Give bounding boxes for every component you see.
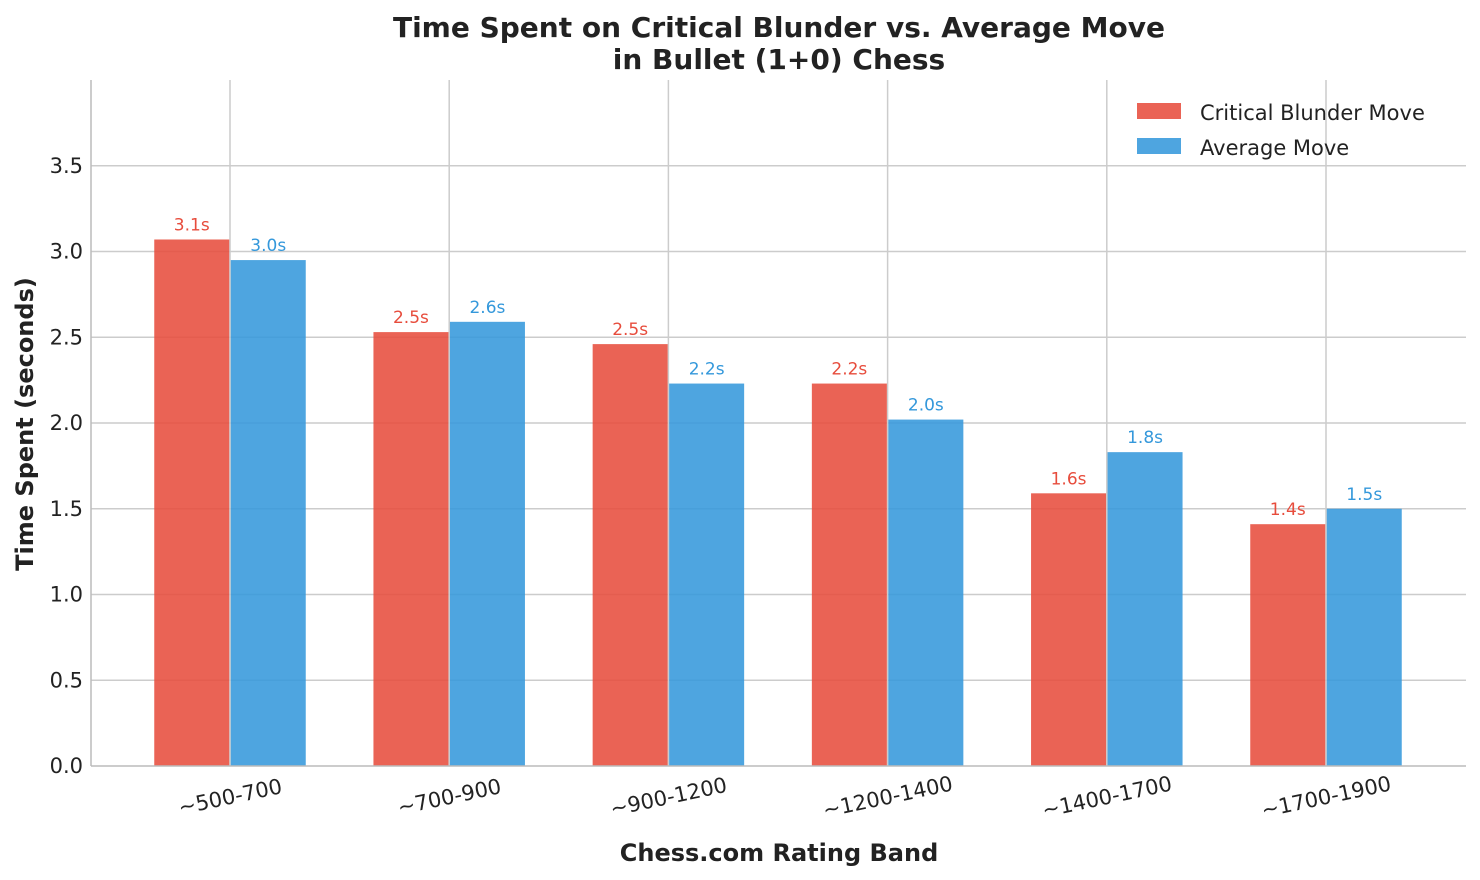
legend-label-average-move: Average Move [1200,136,1349,160]
y-tick-label: 1.5 [50,497,83,521]
chart-title: Time Spent on Critical Blunder vs. Avera… [393,11,1165,44]
data-label-series-1-0: 3.0s [250,236,286,256]
data-label-series-1-5: 1.5s [1346,485,1382,505]
data-label-series-0-0: 3.1s [174,215,210,235]
bar-series-1-4 [1107,452,1183,766]
legend-swatch-critical-blunder [1137,103,1181,119]
bar-series-0-2 [592,344,668,766]
y-tick-label: 3.0 [50,240,83,264]
bar-series-1-1 [449,321,525,766]
data-label-series-0-2: 2.5s [612,320,648,340]
bar-series-1-3 [888,419,964,766]
chart-subtitle: in Bullet (1+0) Chess [613,43,945,76]
x-tick-label: ~1700-1900 [1259,772,1393,823]
y-tick-label: 0.0 [50,754,83,778]
gridlines [91,80,1466,766]
x-tick-label: ~1200-1400 [821,772,955,823]
data-label-series-0-4: 1.6s [1051,469,1087,489]
data-label-series-1-4: 1.8s [1127,428,1163,448]
bar-series-1-5 [1326,508,1402,766]
legend-swatch-average-move [1137,138,1181,154]
x-tick-label: ~700-900 [395,774,503,819]
legend: Critical Blunder Move Average Move [1137,101,1425,160]
data-label-series-1-1: 2.6s [469,298,505,318]
data-label-series-1-3: 2.0s [908,396,944,416]
bar-series-0-3 [811,383,887,766]
x-tick-label: ~900-1200 [608,773,729,821]
y-tick-label: 2.5 [50,325,83,349]
data-label-series-0-5: 1.4s [1270,500,1306,520]
data-label-series-1-2: 2.2s [689,360,725,380]
bar-series-0-4 [1031,493,1107,766]
x-tick-label: ~1400-1700 [1040,772,1174,823]
x-axis-label: Chess.com Rating Band [620,839,939,867]
bar-series-0-1 [373,332,449,766]
bar-series-1-0 [230,260,306,766]
bar-series-1-2 [669,383,745,766]
y-tick-label: 0.5 [50,668,83,692]
bars [154,239,1402,766]
y-tick-label: 2.0 [50,411,83,435]
y-tick-label: 1.0 [50,583,83,607]
data-labels: 3.1s 2.5s 2.5s 2.2s 1.6s 1.4s 3.0s 2.6s 2.2s 2.0s… [174,215,1383,520]
data-label-series-0-3: 2.2s [831,360,867,380]
legend-label-critical-blunder: Critical Blunder Move [1200,101,1425,125]
data-label-series-0-1: 2.5s [393,308,429,328]
x-tick-label: ~500-700 [176,774,284,819]
bar-series-0-0 [154,239,230,766]
y-axis-label: Time Spent (seconds) [11,277,39,571]
y-tick-label: 3.5 [50,154,83,178]
bar-series-0-5 [1250,524,1326,766]
